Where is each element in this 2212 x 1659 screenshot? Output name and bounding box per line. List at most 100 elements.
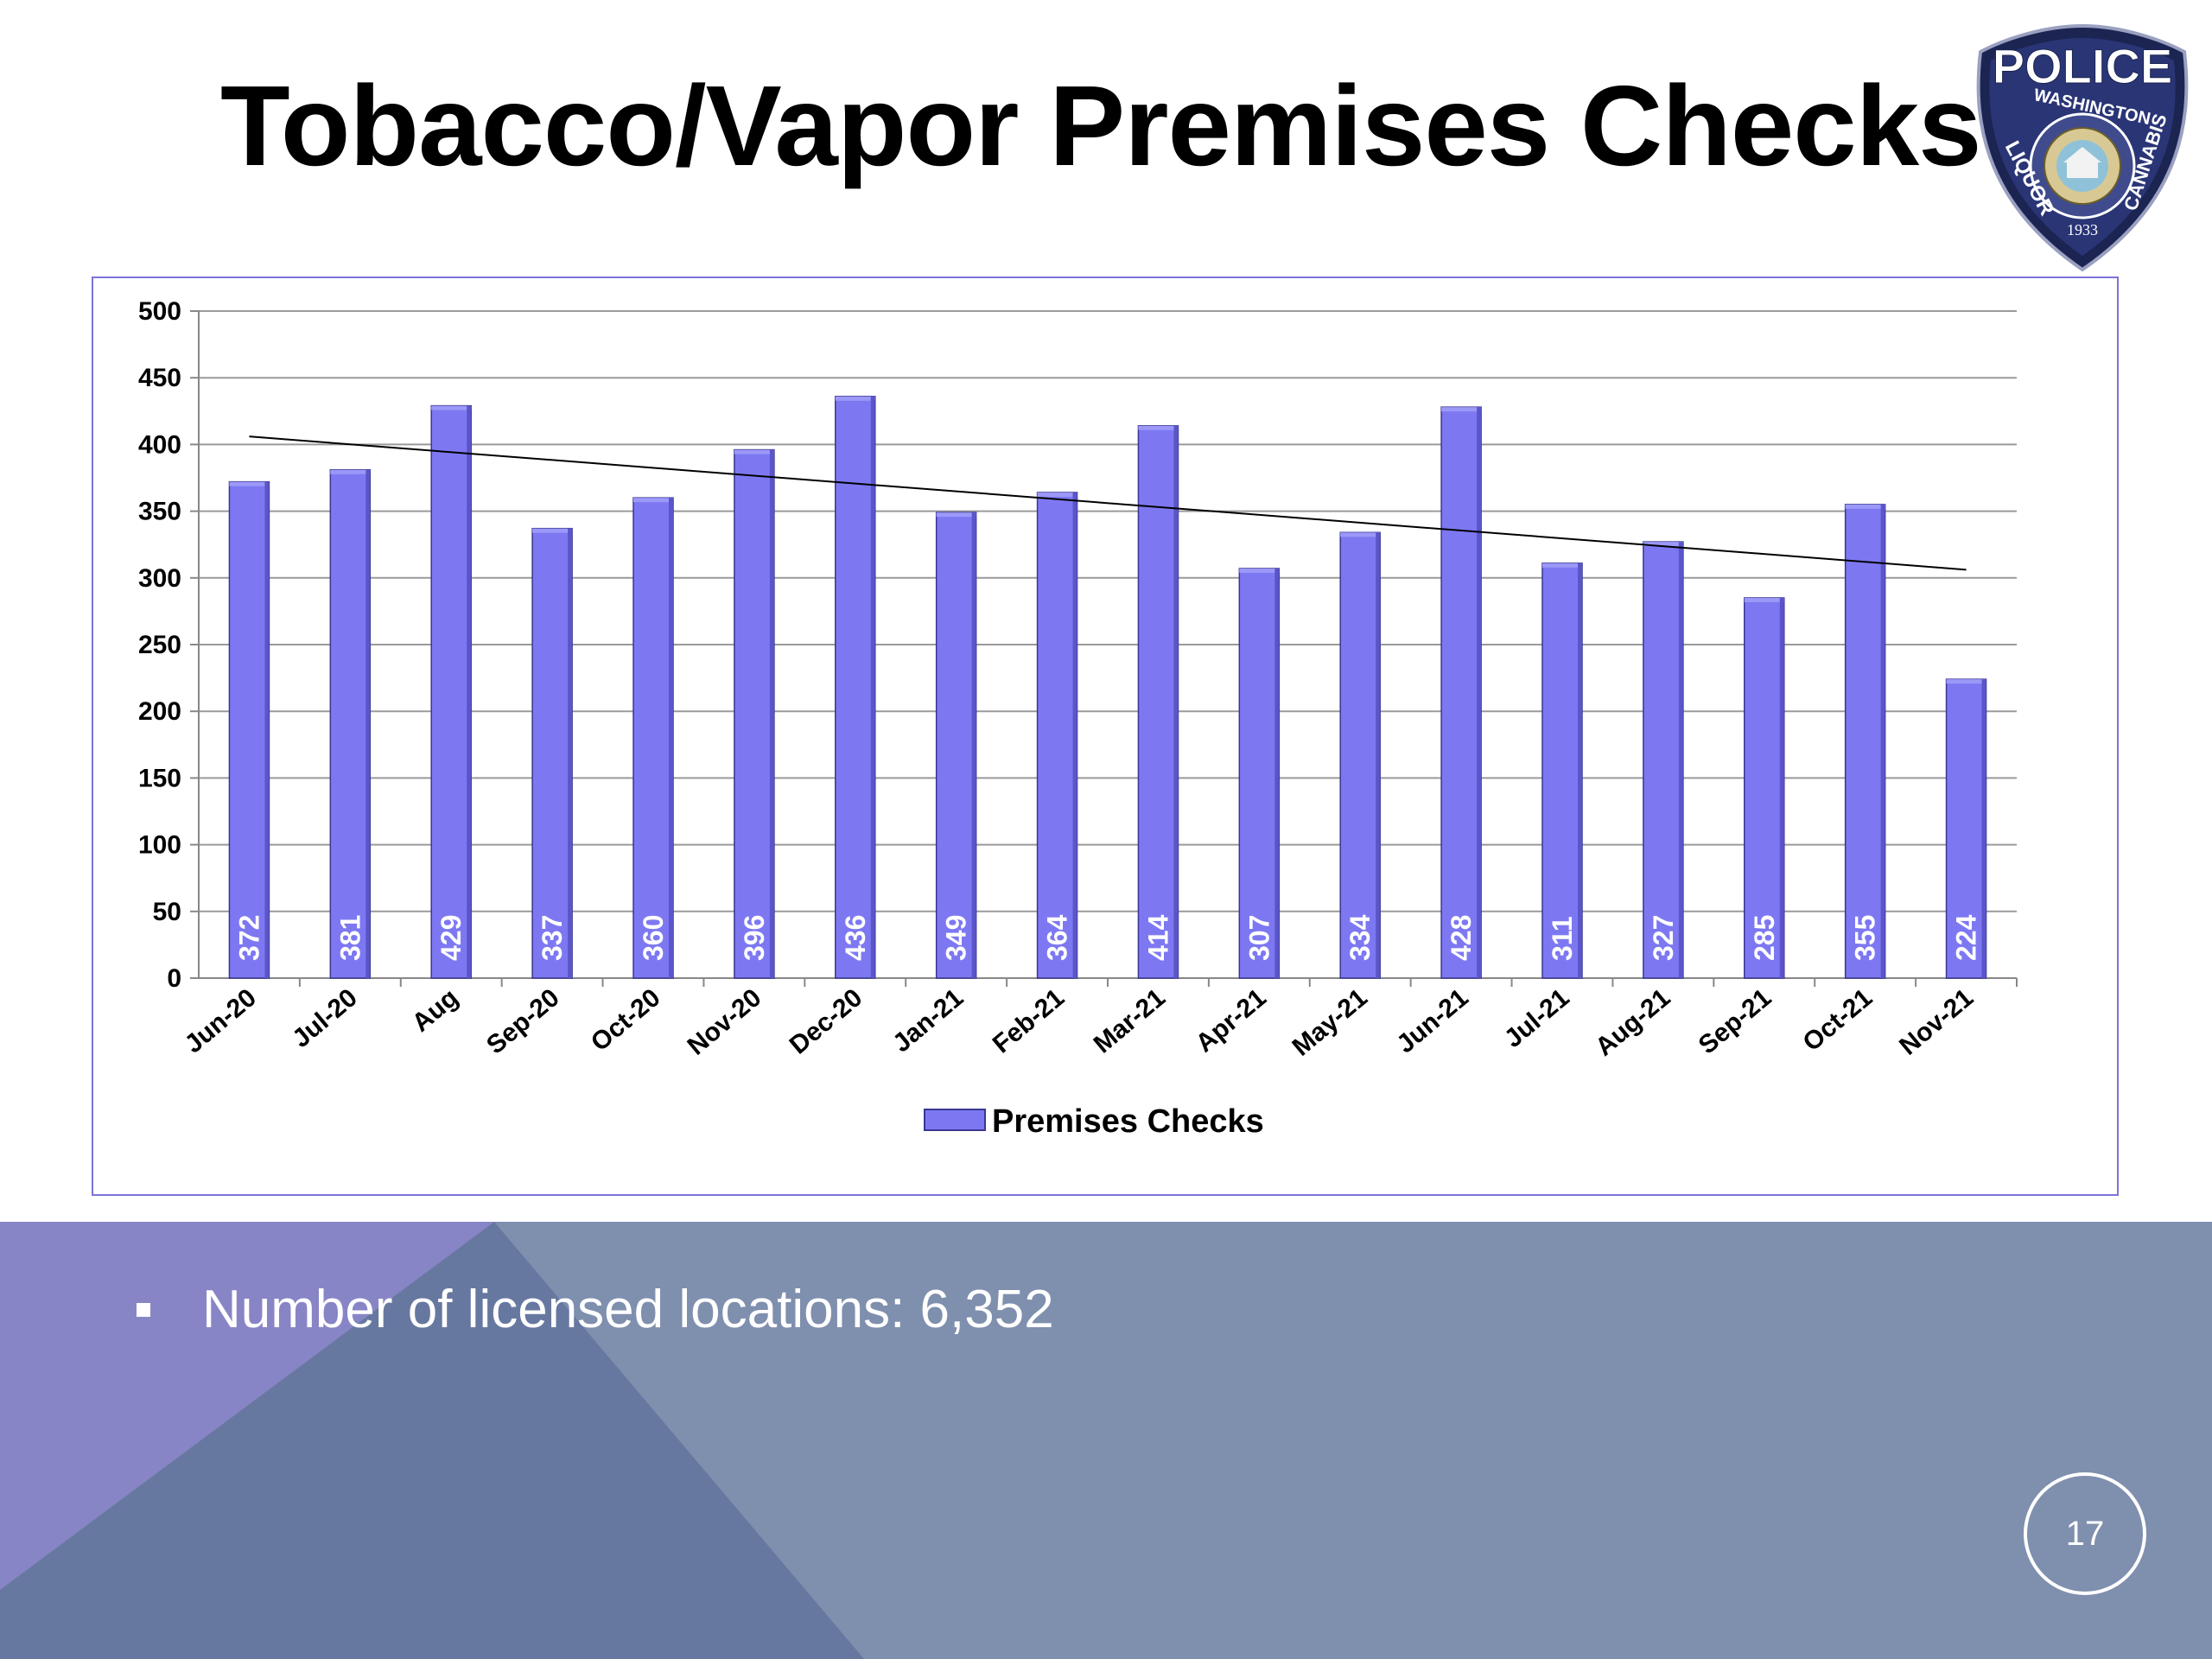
- bullet-text: Number of licensed locations: 6,352: [202, 1280, 1054, 1339]
- bar-top-highlight: [431, 405, 472, 410]
- y-tick-label: 250: [138, 631, 181, 659]
- bar-top-highlight: [1239, 568, 1280, 573]
- data-label: 381: [334, 915, 365, 961]
- bar-side-shade: [971, 512, 976, 978]
- bar-top-highlight: [330, 469, 371, 474]
- x-tick-label: Oct-21: [1797, 983, 1878, 1057]
- bar: [531, 527, 573, 979]
- data-label: 355: [1850, 915, 1881, 961]
- x-tick-label: Sep-21: [1694, 983, 1777, 1060]
- data-label: 429: [435, 915, 467, 961]
- bar: [835, 396, 876, 979]
- x-tick-label: Oct-20: [586, 983, 666, 1057]
- data-label: 428: [1446, 915, 1477, 961]
- x-tick-label: Nov-21: [1894, 983, 1979, 1061]
- data-label: 436: [840, 915, 871, 961]
- bar: [228, 480, 270, 979]
- bar: [430, 404, 472, 979]
- legend-label: Premises Checks: [992, 1103, 1264, 1140]
- data-label: 396: [739, 915, 770, 961]
- bar: [1137, 425, 1179, 979]
- y-tick-label: 300: [138, 564, 181, 593]
- data-label: 285: [1749, 915, 1780, 961]
- bar-top-highlight: [835, 396, 875, 401]
- bar-top-highlight: [1946, 679, 1986, 684]
- bar: [734, 448, 775, 979]
- x-tick-label: Aug-21: [1590, 983, 1675, 1062]
- bar-side-shade: [1274, 568, 1280, 978]
- bar-top-highlight: [1340, 532, 1381, 537]
- bar-side-shade: [1173, 425, 1179, 978]
- bar-side-shade: [365, 469, 371, 978]
- x-tick-label: Jan-21: [887, 983, 969, 1058]
- x-tick-label: Dec-20: [785, 983, 868, 1060]
- x-tick-label: Aug: [407, 983, 464, 1038]
- bar: [1339, 531, 1381, 979]
- data-label: 307: [1243, 915, 1274, 961]
- legend-swatch: [924, 1109, 986, 1131]
- bar-top-highlight: [229, 481, 270, 486]
- bar-side-shade: [1072, 492, 1077, 978]
- page-number: 17: [2024, 1472, 2146, 1595]
- y-tick-label: 500: [138, 297, 181, 326]
- chart-frame: 0 50 100 150 200 250 300 350 400 450 500 372 Jun-20 3…: [92, 276, 2119, 1196]
- bar: [935, 512, 977, 979]
- y-tick-label: 200: [138, 697, 181, 726]
- bar-top-highlight: [1643, 542, 1683, 547]
- bar-top-highlight: [1542, 563, 1582, 568]
- data-label: 360: [638, 915, 669, 961]
- trendline: [249, 435, 1967, 571]
- bar: [1541, 563, 1583, 979]
- bar: [632, 497, 674, 979]
- bar-side-shade: [769, 449, 774, 978]
- bar-top-highlight: [1744, 597, 1784, 602]
- y-tick-label: 350: [138, 498, 181, 526]
- x-tick-label: Feb-21: [988, 983, 1070, 1058]
- bar-side-shade: [264, 481, 270, 978]
- bar-side-shade: [1376, 532, 1381, 978]
- y-tick-label: 0: [167, 964, 181, 993]
- y-tick-label: 50: [153, 898, 181, 926]
- data-label: 372: [233, 915, 264, 961]
- bar-side-shade: [1477, 407, 1482, 979]
- bullet-item: Number of licensed locations: 6,352: [137, 1279, 1054, 1340]
- bar-top-highlight: [1845, 504, 1885, 509]
- bar-side-shade: [568, 528, 573, 978]
- data-label: 414: [1142, 914, 1173, 961]
- bar-side-shade: [1880, 504, 1885, 978]
- footer-band: [0, 1222, 2212, 1659]
- bar-top-highlight: [532, 528, 573, 533]
- data-label: 349: [941, 915, 972, 961]
- bullet-square-icon: [137, 1302, 150, 1317]
- bar: [1440, 406, 1482, 979]
- bar: [329, 468, 372, 979]
- police-badge-logo: POLICE WASHINGTON LIQUOR CANNABIS 1933: [1976, 23, 2189, 272]
- x-tick-label: Jul-20: [287, 983, 363, 1053]
- premises-checks-chart: 0 50 100 150 200 250 300 350 400 450 500 372 Jun-20 3…: [138, 297, 2018, 1140]
- x-tick-label: Apr-21: [1191, 983, 1272, 1058]
- data-label: 334: [1344, 914, 1376, 961]
- bar: [1945, 678, 1987, 979]
- y-tick-label: 450: [138, 364, 181, 392]
- bar-side-shade: [1678, 542, 1683, 978]
- bar-side-shade: [1981, 679, 1986, 978]
- x-tick-label: Sep-20: [481, 983, 565, 1060]
- bar: [1238, 568, 1281, 979]
- bar-top-highlight: [1441, 407, 1482, 412]
- bar: [1643, 541, 1684, 979]
- data-label: 327: [1648, 915, 1679, 961]
- bar-top-highlight: [1037, 492, 1077, 497]
- bar-side-shade: [870, 396, 875, 978]
- y-tick-label: 100: [138, 831, 181, 860]
- bar: [1844, 504, 1886, 979]
- bar-top-highlight: [936, 512, 976, 518]
- data-label: 311: [1547, 916, 1578, 961]
- badge-top-text: POLICE: [1993, 39, 2172, 93]
- bar: [1036, 492, 1078, 979]
- x-tick-label: Jul-21: [1499, 983, 1575, 1053]
- bar-side-shade: [467, 405, 472, 978]
- y-tick-label: 400: [138, 430, 181, 459]
- y-tick-label: 150: [138, 764, 181, 792]
- bar-top-highlight: [633, 498, 673, 503]
- data-label: 364: [1042, 914, 1073, 961]
